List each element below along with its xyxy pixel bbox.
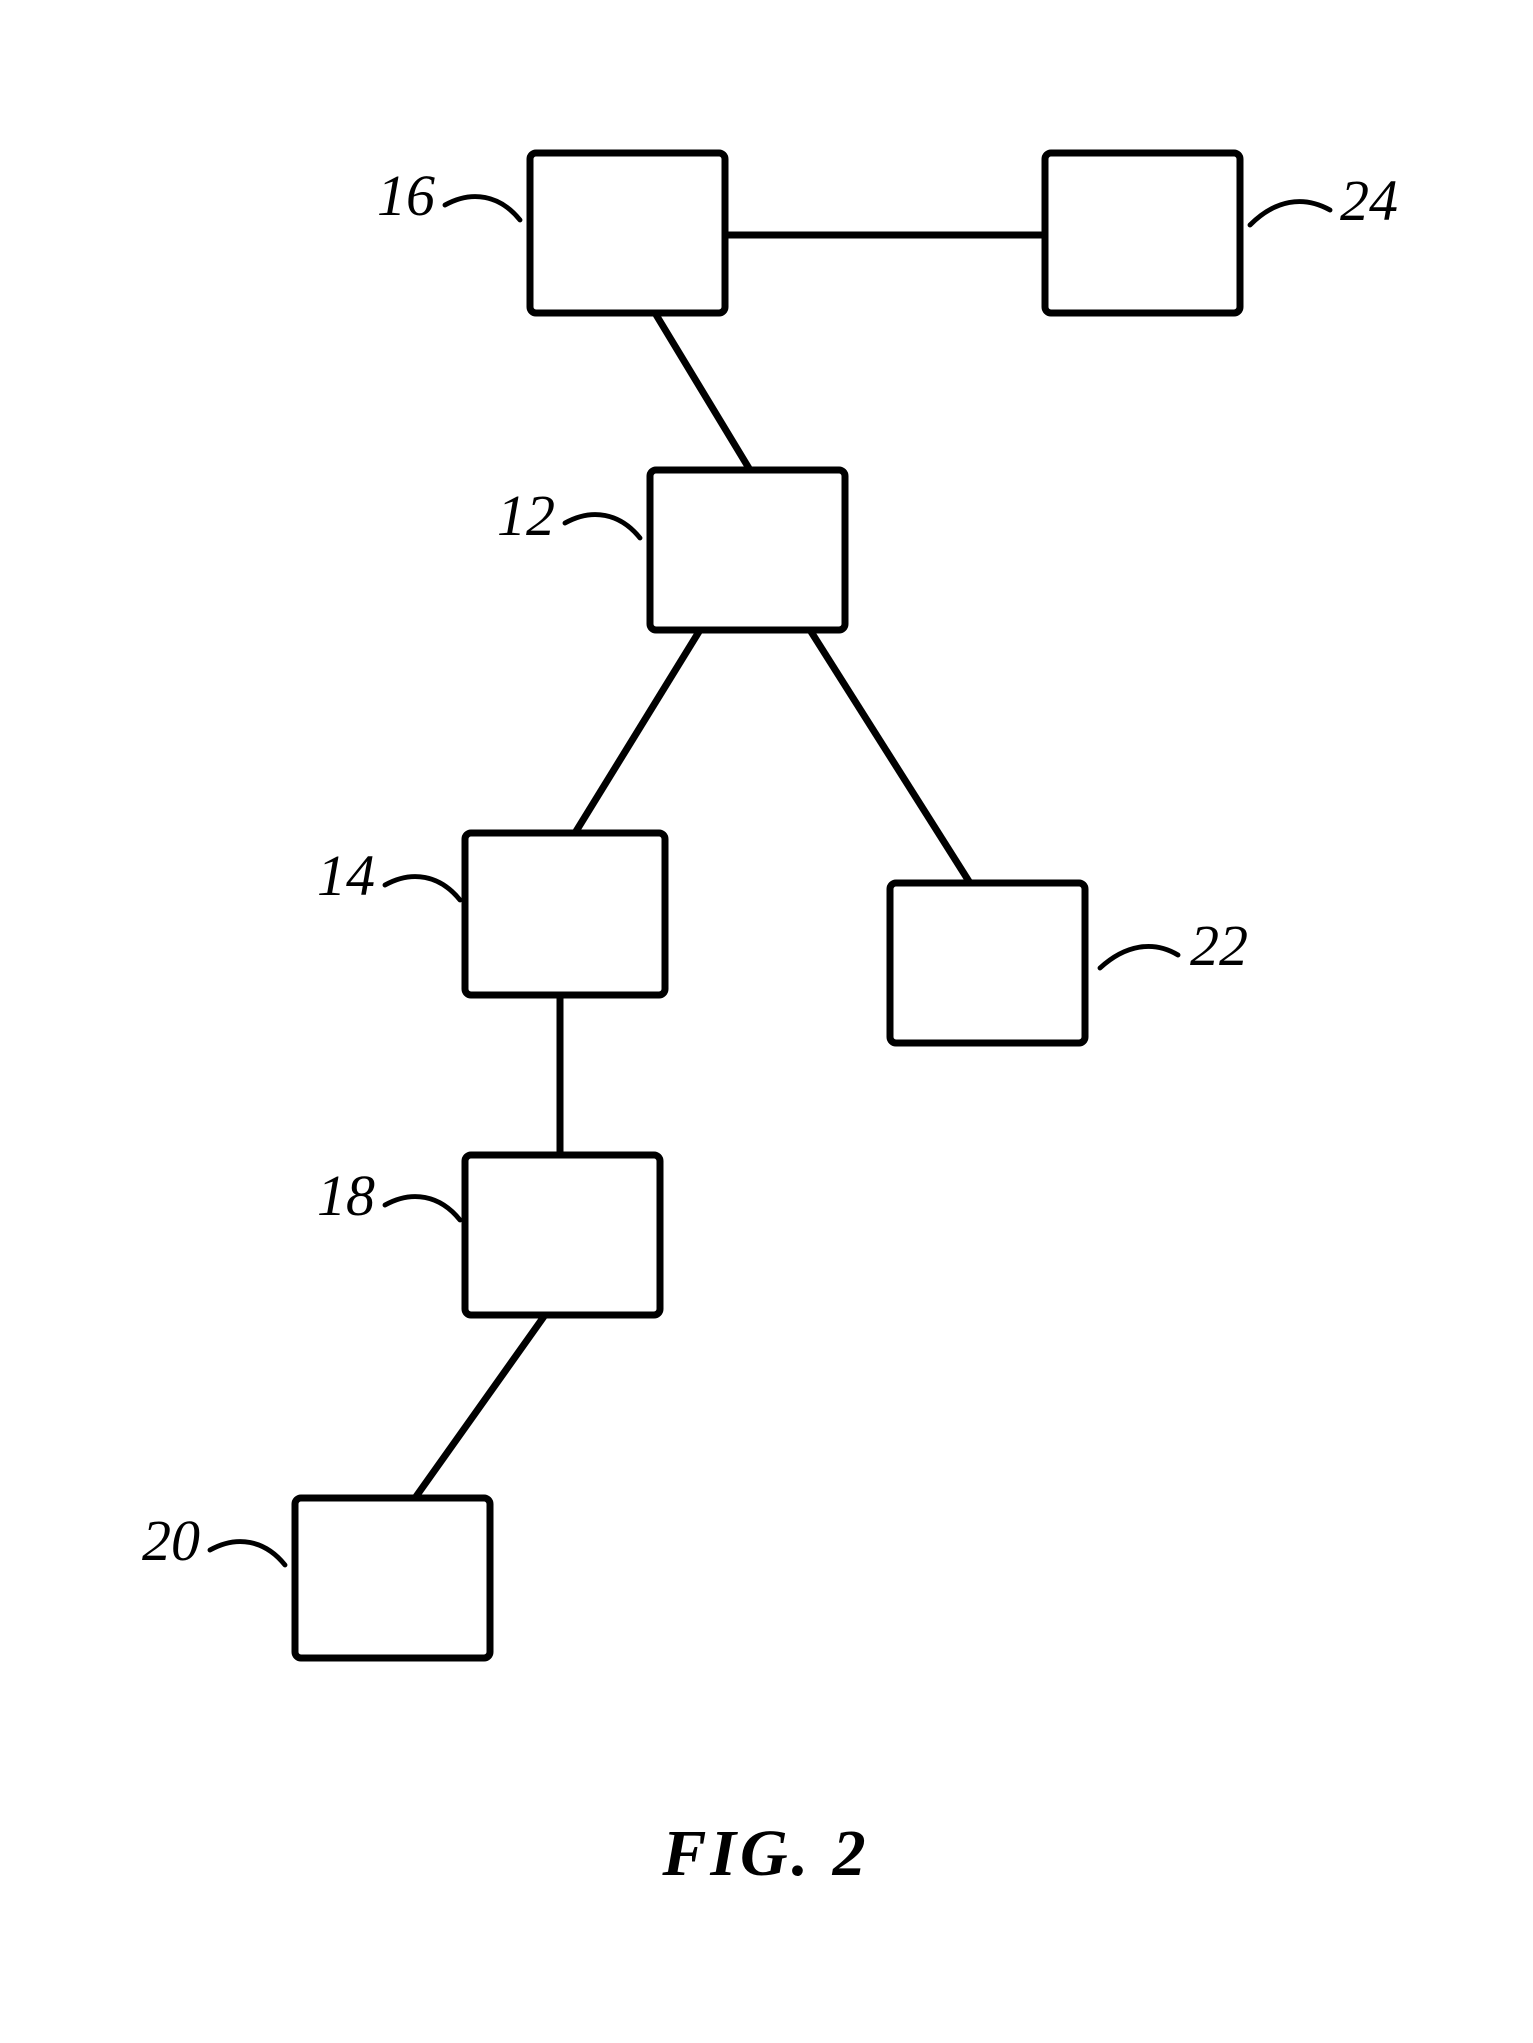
label-leader-n16 [445, 197, 520, 220]
label-n20: 20 [142, 1508, 200, 1573]
label-n24: 24 [1340, 168, 1398, 233]
node-n16 [530, 153, 725, 313]
node-n14 [465, 833, 665, 995]
label-n12: 12 [497, 483, 555, 548]
node-n12 [650, 470, 845, 630]
node-n18 [465, 1155, 660, 1315]
edge-n18-n20 [415, 1315, 545, 1498]
label-leader-n14 [385, 877, 460, 900]
node-n22 [890, 883, 1085, 1043]
labels-layer: 16 24 12 14 22 18 20 [142, 163, 1398, 1573]
label-leader-n22 [1100, 946, 1178, 968]
label-leader-n24 [1250, 202, 1330, 225]
nodes-layer [295, 153, 1240, 1658]
edge-n16-n12 [655, 313, 750, 470]
label-n16: 16 [377, 163, 435, 228]
label-leader-n12 [565, 515, 640, 538]
label-n14: 14 [317, 843, 375, 908]
figure-caption: FIG. 2 [661, 1817, 869, 1890]
diagram-canvas: 16 24 12 14 22 18 20 FIG. 2 [0, 0, 1533, 2043]
edge-n12-n22 [810, 630, 970, 883]
label-leader-n20 [210, 1542, 285, 1565]
label-leader-n18 [385, 1197, 460, 1220]
node-n20 [295, 1498, 490, 1658]
edge-n12-n14 [575, 630, 700, 833]
label-n22: 22 [1190, 913, 1248, 978]
edges-layer [415, 235, 1045, 1498]
label-n18: 18 [317, 1163, 375, 1228]
node-n24 [1045, 153, 1240, 313]
